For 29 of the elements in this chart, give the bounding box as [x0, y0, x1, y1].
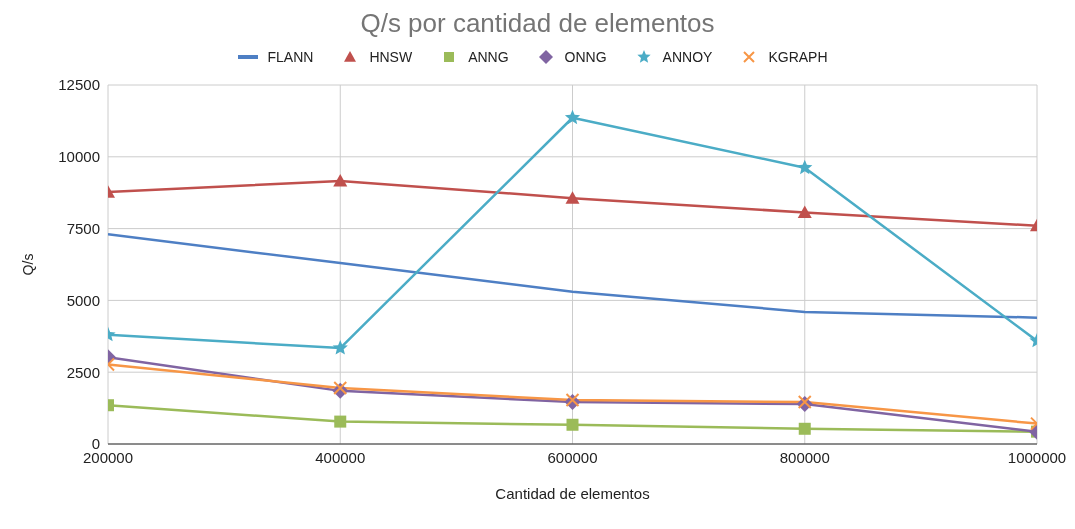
point — [797, 159, 813, 175]
y-axis-title: Q/s — [19, 253, 36, 276]
point — [797, 205, 812, 219]
x-axis-title: Cantidad de elementos — [495, 485, 650, 502]
y-tick-label: 7500 — [66, 219, 100, 237]
point — [334, 415, 347, 428]
point — [333, 381, 348, 395]
x-tick-label: 600000 — [547, 448, 598, 466]
point — [564, 109, 581, 125]
line-series — [108, 233, 1037, 319]
legend-label: ANNG — [468, 49, 509, 65]
point — [333, 173, 348, 187]
x-tick-label: 1000000 — [1007, 448, 1067, 466]
point — [798, 422, 811, 435]
legend-label: KGRAPH — [768, 49, 828, 65]
point — [332, 340, 348, 355]
y-tick-label: 12500 — [58, 76, 100, 94]
point — [566, 418, 579, 431]
y-tick-label: 2500 — [66, 363, 100, 381]
y-tick-label: 5000 — [66, 291, 100, 309]
chart-title: Q/s por cantidad de elementos — [359, 8, 716, 40]
point — [565, 191, 580, 204]
legend-label: ONNG — [564, 49, 607, 65]
legend-label: FLANN — [267, 49, 314, 65]
x-tick-label: 400000 — [315, 448, 366, 466]
legend-label: HNSW — [369, 49, 413, 65]
legend-label: ANNOY — [662, 49, 713, 65]
x-tick-label: 800000 — [779, 448, 830, 466]
y-tick-label: 10000 — [58, 148, 100, 166]
